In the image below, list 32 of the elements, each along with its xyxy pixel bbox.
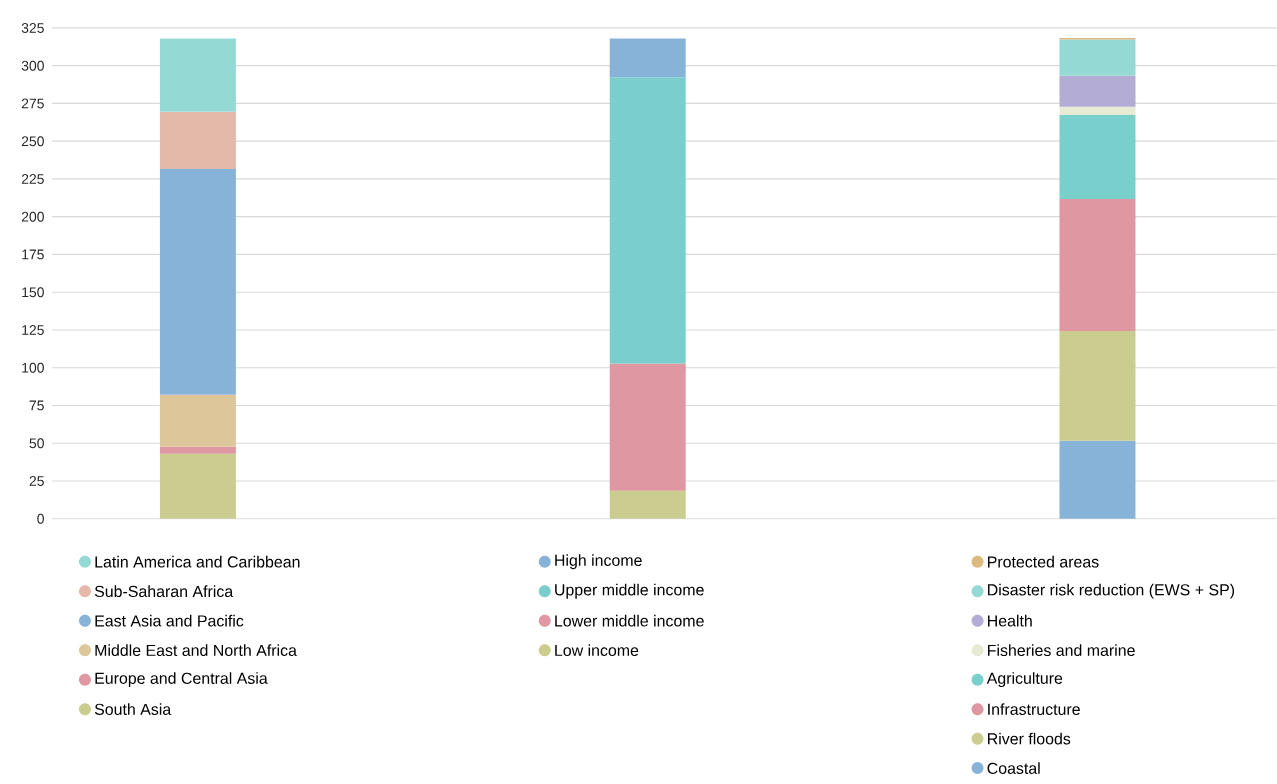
y-tick-label: 250 <box>21 136 44 147</box>
y-tick-label: 50 <box>29 438 44 449</box>
y-tick-label: 300 <box>21 60 44 71</box>
legend-label: East Asia and Pacific <box>95 615 244 627</box>
legend-label: South Asia <box>94 703 172 716</box>
legend-label: Lower middle income <box>555 615 704 627</box>
y-tick-label: 75 <box>29 400 44 411</box>
legend-label: Infrastructure <box>988 703 1080 716</box>
y-tick-label: 200 <box>21 211 44 222</box>
legend-label: Low income <box>555 644 639 657</box>
legend-label: Sub-Saharan Africa <box>94 585 234 598</box>
y-tick-label: 150 <box>22 287 44 298</box>
y-tick-label: 100 <box>22 362 44 373</box>
legend-label: Coastal <box>987 762 1040 775</box>
y-tick-label: 175 <box>22 249 44 260</box>
legend-label: Health <box>988 615 1032 627</box>
legend-label: Upper middle income <box>555 583 704 599</box>
y-tick-label: 275 <box>21 98 44 109</box>
legend-label: Europe and Central Asia <box>95 672 268 688</box>
legend-label: Protected areas <box>988 556 1099 568</box>
legend-label: Fisheries and marine <box>988 644 1135 657</box>
legend-label: Agriculture <box>986 672 1063 688</box>
legend-label: Latin America and Caribbean <box>95 556 300 568</box>
legend-label: Disaster risk reduction (EWS + SP) <box>988 583 1235 599</box>
y-tick-label: 225 <box>21 174 44 185</box>
legend-label: High income <box>555 554 642 570</box>
legend-label: River floods <box>988 732 1071 745</box>
y-tick-label: 125 <box>22 325 44 336</box>
legend-label: Middle East and North Africa <box>95 644 297 657</box>
y-tick-label: 325 <box>21 23 44 34</box>
y-tick-label: 25 <box>29 476 44 487</box>
y-tick-label: 0 <box>37 513 44 524</box>
